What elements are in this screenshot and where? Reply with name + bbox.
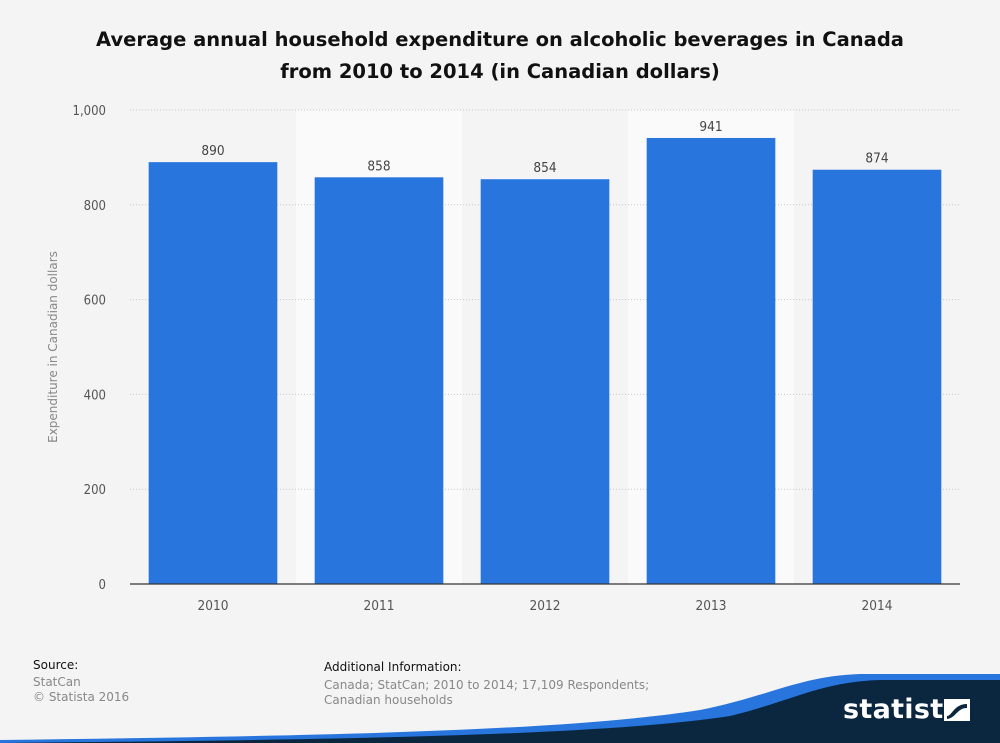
chart-title: Average annual household expenditure on …: [0, 24, 1000, 88]
y-tick-label: 600: [84, 294, 106, 309]
data-label: 941: [699, 119, 722, 135]
bar: [314, 177, 444, 585]
statista-logo: statista: [843, 694, 962, 725]
y-tick-label: 0: [99, 578, 106, 593]
bar: [480, 179, 610, 585]
y-tick-label: 800: [84, 199, 106, 214]
source-block: Source: StatCan © Statista 2016: [33, 658, 129, 705]
y-tick-label: 400: [84, 388, 106, 403]
additional-info-text: Canada; StatCan; 2010 to 2014; 17,109 Re…: [324, 678, 650, 707]
bar-chart: 0 200 400 600 800 1,000 Expenditure in Canadia…: [46, 104, 960, 614]
statista-logo-icon: [944, 699, 970, 721]
bar: [812, 169, 942, 584]
brand-wave: [0, 674, 1000, 743]
x-tick-label: 2011: [364, 598, 395, 614]
y-tick-label: 200: [84, 483, 106, 498]
x-tick-label: 2010: [198, 598, 229, 614]
chart-title-line-1: Average annual household expenditure on …: [96, 28, 904, 51]
additional-info-heading: Additional Information:: [324, 660, 462, 674]
source-copyright: © Statista 2016: [33, 690, 130, 704]
y-axis-label: Expenditure in Canadian dollars: [46, 251, 60, 443]
additional-info-block: Additional Information: Canada; StatCan;…: [324, 660, 684, 708]
source-heading: Source:: [33, 658, 79, 672]
x-tick-label: 2012: [530, 598, 561, 614]
source-name: StatCan: [33, 675, 81, 689]
x-tick-label: 2014: [862, 598, 893, 614]
data-label: 858: [367, 158, 390, 174]
y-tick-label: 1,000: [73, 104, 106, 119]
data-label: 890: [201, 143, 224, 159]
x-tick-label: 2013: [696, 598, 727, 614]
chart-title-line-2: from 2010 to 2014 (in Canadian dollars): [280, 60, 720, 83]
bar: [646, 137, 776, 584]
bar: [148, 162, 278, 584]
brand-wave-dark: [0, 680, 1000, 743]
data-label: 874: [865, 151, 888, 167]
data-label: 854: [533, 160, 556, 176]
